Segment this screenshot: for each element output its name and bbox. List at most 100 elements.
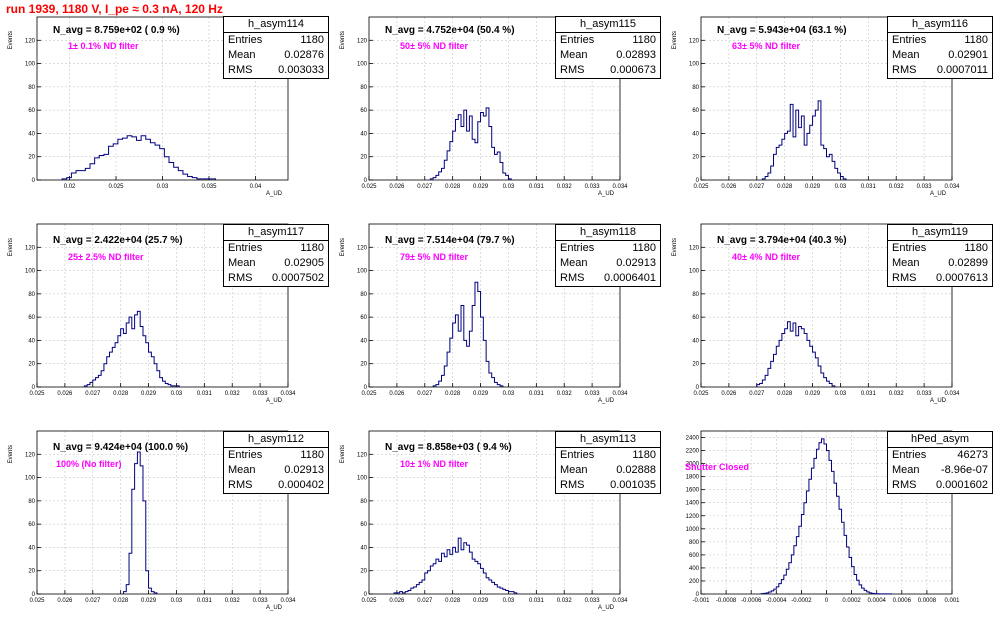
stats-row-rms: RMS 0.000673 [556,63,660,78]
stats-row-rms: RMS 0.003033 [224,63,328,78]
stats-box: h_asym115 Entries 1180 Mean 0.02893 RMS 0.0006… [555,16,661,79]
x-tick-label: 0.026 [721,184,737,190]
x-tick-label: 0.027 [85,391,101,397]
x-tick-label: 0.034 [944,184,960,190]
x-tick-label: 0.028 [113,391,129,397]
stats-box: h_asym119 Entries 1180 Mean 0.02899 RMS 0.0007… [887,224,993,287]
histogram-plot: 0.025 0.026 0.027 0.028 0.029 0.03 0.031 0.032 0… [340,223,628,404]
y-tick-label: 100 [25,62,36,68]
plot-frame [368,16,621,181]
stats-row-entries: Entries 1180 [888,241,992,256]
stats-label-rms: RMS [560,64,585,76]
x-tick-label: 0.029 [473,391,489,397]
stats-value-mean: 0.02901 [948,49,988,61]
y-tick-label: 2200 [686,449,700,455]
stats-label-mean: Mean [560,257,588,269]
stats-row-rms: RMS 0.0006401 [556,271,660,286]
stats-row-entries: Entries 1180 [556,448,660,463]
stats-value-entries: 1180 [964,34,988,46]
y-tick-label: 100 [357,62,368,68]
x-tick-label: 0.0002 [842,598,861,604]
stats-title: h_asym114 [224,17,328,33]
stats-label-rms: RMS [892,64,917,76]
x-tick-label: 0.026 [57,391,73,397]
y-tick-label: 100 [357,269,368,275]
x-tick-label: 0.034 [612,184,628,190]
stats-row-entries: Entries 1180 [224,33,328,48]
stats-value-rms: 0.003033 [278,64,324,76]
stats-label-rms: RMS [560,479,585,491]
x-axis-title: A_UD [598,398,615,404]
x-tick-label: 0.031 [529,598,545,604]
histogram-panel-2: 0.025 0.026 0.027 0.028 0.029 0.03 0.031 0.032 0… [664,0,996,207]
y-tick-label: 120 [689,245,700,251]
plot-frame [368,430,621,595]
x-tick-label: 0.033 [253,598,269,604]
y-tick-label: 80 [692,85,699,91]
x-tick-label: 0.0004 [868,598,887,604]
histogram-line [760,438,893,595]
stats-title: h_asym113 [556,432,660,448]
x-tick-label: 0.025 [29,598,45,604]
y-tick-label: 0 [364,385,368,391]
stats-label-entries: Entries [892,34,927,46]
y-tick-label: 80 [28,292,35,298]
canvas-title: run 1939, 1180 V, I_pe ≈ 0.3 nA, 120 Hz [6,2,223,16]
stats-row-entries: Entries 1180 [556,241,660,256]
y-tick-label: 1200 [686,514,700,520]
navg-annotation: N_avg = 8.858e+03 ( 9.4 %) [385,442,512,453]
y-tick-label: 120 [25,452,36,458]
filter-label: 63± 5% ND filter [732,41,800,51]
stats-box: h_asym112 Entries 1180 Mean 0.02913 RMS 0.0004… [223,431,329,494]
stats-title: h_asym115 [556,17,660,33]
stats-value-entries: 1180 [300,34,324,46]
y-tick-label: 100 [357,476,368,482]
x-tick-label: 0.034 [280,391,296,397]
x-tick-label: 0.028 [445,391,461,397]
navg-annotation: N_avg = 8.759e+02 ( 0.9 %) [53,25,180,36]
y-tick-label: 0 [696,178,700,184]
y-tick-label: 60 [360,108,367,114]
x-tick-label: 0.03 [171,391,183,397]
y-tick-label: 120 [25,245,36,251]
x-tick-label: 0.029 [473,598,489,604]
stats-box: h_asym116 Entries 1180 Mean 0.02901 RMS 0.0007… [887,16,993,79]
x-tick-label: 0.03 [835,184,847,190]
y-tick-label: 60 [692,315,699,321]
histogram-line [83,310,180,387]
x-tick-label: -0.0002 [791,598,812,604]
y-tick-label: 40 [360,131,367,137]
x-tick-label: 0.03 [171,598,183,604]
histogram-line [756,321,836,387]
stats-row-mean: Mean 0.02899 [888,256,992,271]
y-tick-label: 60 [28,522,35,528]
y-tick-label: 20 [28,569,35,575]
y-tick-label: 60 [360,315,367,321]
x-tick-label: -0.001 [692,598,710,604]
x-tick-label: 0.034 [612,598,628,604]
stats-title: h_asym112 [224,432,328,448]
histogram-plot: 0.025 0.026 0.027 0.028 0.029 0.03 0.031 0.032 0… [8,430,296,611]
stats-label-rms: RMS [892,479,917,491]
stats-row-rms: RMS 0.0007011 [888,63,992,78]
y-tick-label: 60 [28,315,35,321]
stats-value-rms: 0.000673 [610,64,656,76]
filter-label: 10± 1% ND filter [400,459,468,469]
stats-value-rms: 0.0007613 [936,272,988,284]
stats-label-mean: Mean [560,464,588,476]
x-tick-label: 0.033 [253,391,269,397]
y-tick-label: 120 [357,38,368,44]
histogram-line [429,107,512,180]
x-tick-label: 0.034 [612,391,628,397]
x-tick-label: 0.032 [557,598,573,604]
stats-row-mean: Mean 0.02893 [556,48,660,63]
x-tick-label: 0.026 [57,598,73,604]
y-tick-label: 400 [689,566,700,572]
x-tick-label: 0.026 [389,184,405,190]
stats-value-mean: 0.02876 [284,49,324,61]
stats-label-entries: Entries [228,449,263,461]
filter-label: 50± 5% ND filter [400,41,468,51]
y-tick-label: 80 [692,292,699,298]
stats-row-mean: Mean 0.02888 [556,463,660,478]
x-tick-label: 0.025 [693,391,709,397]
